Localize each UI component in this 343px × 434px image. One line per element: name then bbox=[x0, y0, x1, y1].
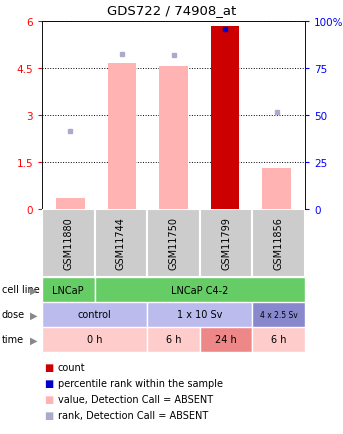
Text: cell line: cell line bbox=[2, 285, 39, 295]
Text: GDS722 / 74908_at: GDS722 / 74908_at bbox=[107, 4, 236, 17]
Bar bbox=[108, 64, 136, 210]
Bar bbox=[252, 302, 305, 327]
Text: 24 h: 24 h bbox=[215, 335, 237, 345]
Bar bbox=[252, 327, 305, 352]
Text: ▶: ▶ bbox=[30, 285, 38, 295]
Bar bbox=[42, 277, 95, 302]
Text: percentile rank within the sample: percentile rank within the sample bbox=[58, 378, 223, 388]
Text: ▶: ▶ bbox=[30, 335, 38, 345]
Bar bbox=[147, 302, 252, 327]
Bar bbox=[159, 67, 188, 210]
Text: GSM11856: GSM11856 bbox=[274, 217, 284, 270]
Text: 4 x 2.5 Sv: 4 x 2.5 Sv bbox=[260, 310, 298, 319]
Text: ▶: ▶ bbox=[30, 310, 38, 320]
Text: ■: ■ bbox=[44, 394, 53, 404]
Bar bbox=[262, 169, 291, 210]
Text: 6 h: 6 h bbox=[271, 335, 286, 345]
Text: control: control bbox=[78, 310, 111, 320]
Bar bbox=[147, 210, 200, 277]
Bar bbox=[252, 210, 305, 277]
Text: ■: ■ bbox=[44, 362, 53, 372]
Bar bbox=[42, 210, 95, 277]
Text: dose: dose bbox=[2, 310, 25, 320]
Text: LNCaP C4-2: LNCaP C4-2 bbox=[171, 285, 228, 295]
Text: ■: ■ bbox=[44, 378, 53, 388]
Bar bbox=[95, 277, 305, 302]
Text: count: count bbox=[58, 362, 85, 372]
Text: LNCaP: LNCaP bbox=[52, 285, 84, 295]
Bar bbox=[95, 210, 147, 277]
Bar bbox=[42, 302, 147, 327]
Text: value, Detection Call = ABSENT: value, Detection Call = ABSENT bbox=[58, 394, 213, 404]
Text: 0 h: 0 h bbox=[87, 335, 102, 345]
Bar bbox=[42, 327, 147, 352]
Bar bbox=[56, 199, 84, 210]
Bar bbox=[200, 327, 252, 352]
Text: time: time bbox=[2, 335, 24, 345]
Text: 6 h: 6 h bbox=[166, 335, 181, 345]
Text: GSM11750: GSM11750 bbox=[168, 217, 178, 270]
Text: GSM11880: GSM11880 bbox=[63, 217, 73, 270]
Text: GSM11744: GSM11744 bbox=[116, 217, 126, 270]
Text: ■: ■ bbox=[44, 410, 53, 420]
Text: rank, Detection Call = ABSENT: rank, Detection Call = ABSENT bbox=[58, 410, 208, 420]
Bar bbox=[147, 327, 200, 352]
Text: GSM11799: GSM11799 bbox=[221, 217, 231, 270]
Text: 1 x 10 Sv: 1 x 10 Sv bbox=[177, 310, 223, 320]
Bar bbox=[200, 210, 252, 277]
Bar bbox=[211, 26, 239, 210]
